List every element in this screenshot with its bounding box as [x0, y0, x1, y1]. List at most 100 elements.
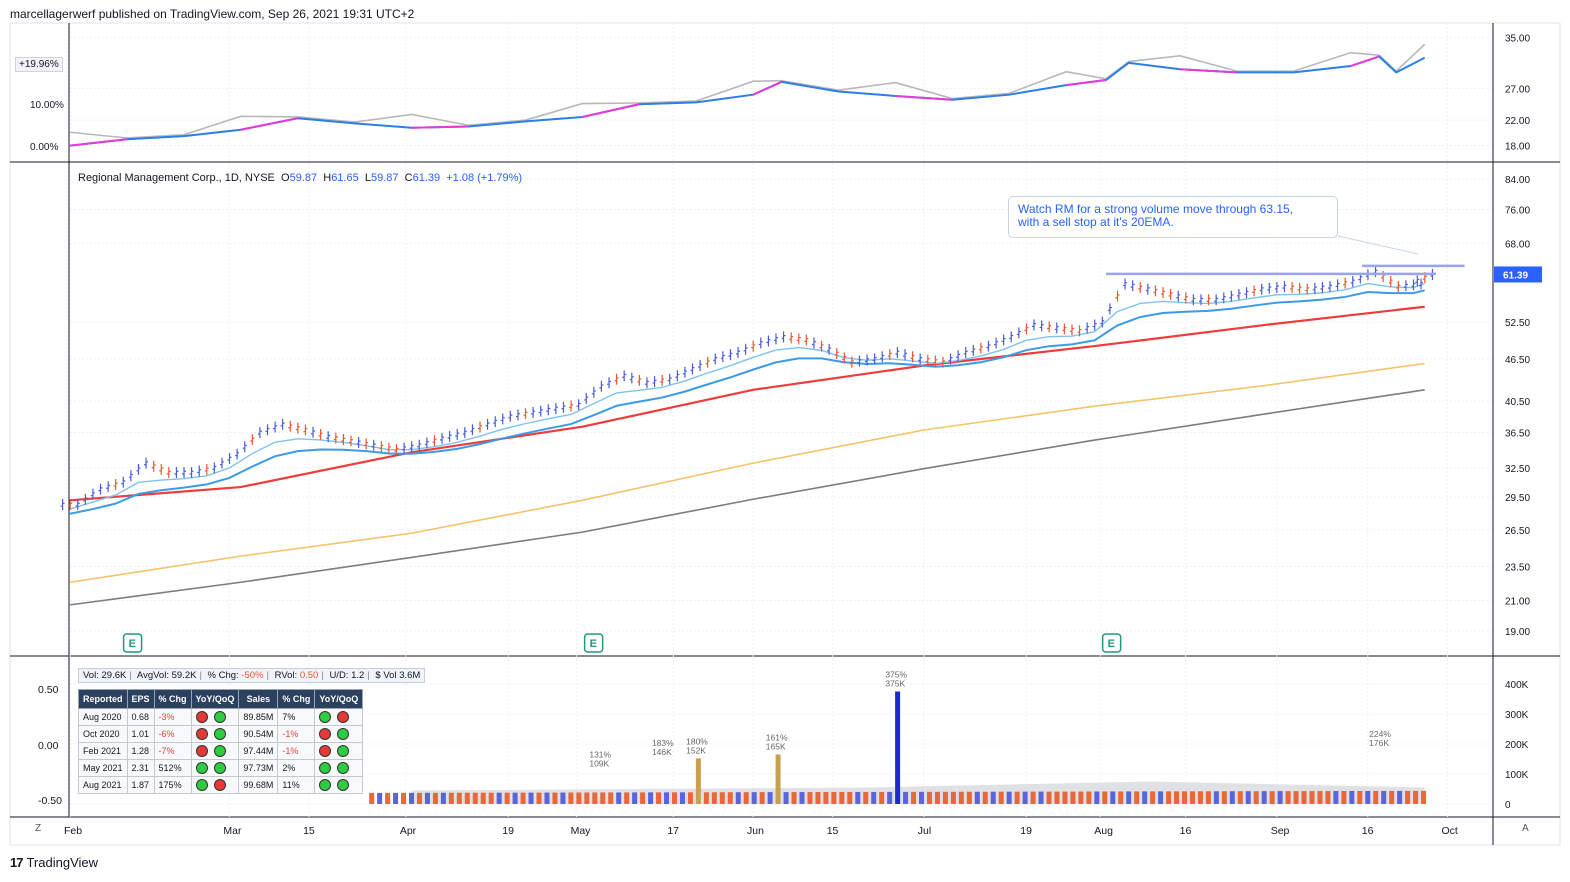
chart-annotation[interactable]: Watch RM for a strong volume move throug…	[1008, 196, 1338, 238]
price-bar	[174, 467, 179, 479]
volume-bar	[1365, 790, 1371, 804]
volume-pct-label: 224%	[1369, 729, 1391, 739]
cell-sales: 89.85M	[238, 708, 279, 726]
chg-value: -50%	[241, 670, 264, 681]
price-bar	[341, 434, 346, 446]
low-label: L	[364, 172, 371, 184]
volume-bar	[632, 792, 638, 804]
earnings-row: Oct 2020 1.01 -6% 90.54M -1%	[78, 725, 364, 743]
earnings-table: Reported EPS % Chg YoY/QoQ Sales % Chg Y…	[78, 689, 364, 794]
volume-bar	[1405, 790, 1411, 804]
price-tick-label: 52.50	[1505, 318, 1530, 329]
volume-bar	[911, 791, 917, 804]
price-tick-label: 21.00	[1505, 597, 1530, 608]
high-value: 61.65	[331, 172, 359, 184]
price-bar	[1327, 281, 1332, 293]
x-tick-label: May	[571, 825, 592, 837]
zoom-z-button[interactable]: Z	[35, 823, 42, 834]
price-bar	[364, 438, 369, 450]
price-bar	[1199, 294, 1204, 306]
cell-sales-chg: 7%	[277, 708, 316, 726]
price-bar	[348, 435, 353, 447]
price-bar	[1031, 319, 1036, 331]
volume-bar	[544, 792, 550, 804]
price-bar	[106, 481, 111, 493]
price-bar	[629, 372, 634, 384]
volume-bar	[464, 792, 470, 804]
cell-eps: 1.87	[126, 776, 155, 794]
x-tick-label: 17	[667, 825, 679, 837]
volume-tick-label: 300K	[1505, 710, 1529, 721]
volume-bar	[687, 792, 693, 804]
x-tick-label: 15	[827, 825, 839, 837]
price-bar	[242, 441, 247, 453]
volume-bar	[393, 792, 399, 804]
price-bar	[1016, 327, 1021, 339]
price-bar	[1183, 292, 1188, 304]
price-bar	[386, 442, 391, 454]
price-bar	[918, 353, 923, 365]
x-tick-label: Jul	[918, 825, 931, 837]
ema-mid-line	[69, 289, 1425, 515]
volume-bar	[1038, 791, 1044, 804]
volume-tick-label: 0	[1505, 800, 1511, 811]
volume-bar	[727, 792, 733, 804]
volume-bar	[512, 792, 518, 804]
price-bar	[144, 457, 149, 469]
price-tick-label: 76.00	[1505, 206, 1530, 217]
cell-sales: 97.73M	[238, 759, 279, 777]
price-bar	[1069, 324, 1074, 336]
price-bar	[227, 453, 232, 465]
price-bar	[978, 342, 983, 354]
volume-bar	[1293, 791, 1299, 804]
volume-bar	[982, 791, 988, 804]
volume-bar	[926, 791, 932, 804]
tradingview-logo[interactable]: 17 TradingView	[10, 855, 98, 870]
cell-eps-chg: 175%	[153, 776, 192, 794]
col-sales: Sales	[238, 689, 279, 709]
auto-scale-a-button[interactable]: A	[1522, 823, 1529, 834]
volume-value-label: 152K	[686, 745, 706, 755]
price-bar	[1138, 281, 1143, 293]
price-bar	[1419, 278, 1424, 290]
volume-value-label: 176K	[1369, 738, 1389, 748]
volume-bar	[1150, 791, 1156, 804]
price-bar	[424, 437, 429, 449]
price-bar	[644, 377, 649, 389]
price-bar	[1062, 323, 1067, 335]
price-bar	[204, 463, 209, 475]
volume-bar	[600, 792, 606, 804]
volume-bar	[1118, 791, 1124, 804]
price-bar	[1403, 280, 1408, 292]
volume-bar	[966, 791, 972, 804]
volume-bar	[1253, 791, 1259, 804]
volume-bar	[1166, 791, 1172, 804]
price-bar	[622, 370, 627, 382]
earnings-icon	[1101, 633, 1122, 653]
volume-bar	[950, 791, 956, 804]
price-bar	[1221, 292, 1226, 304]
earnings-row: Aug 2021 1.87 175% 99.68M 11%	[78, 776, 364, 794]
price-bar	[1206, 294, 1211, 306]
volume-bar	[1110, 791, 1116, 804]
volume-bar	[679, 792, 685, 804]
price-bar	[675, 370, 680, 382]
col-eps-yoy: YoY/QoQ	[190, 689, 240, 709]
rs-line-segment	[411, 125, 469, 129]
price-bar	[1123, 278, 1128, 290]
price-bar	[371, 439, 376, 451]
price-bar	[493, 416, 498, 428]
volume-bar	[1317, 791, 1323, 804]
price-bar	[758, 337, 763, 349]
price-bar	[318, 429, 323, 440]
earnings-icon	[122, 633, 143, 653]
price-bar	[136, 463, 141, 475]
cell-reported: Aug 2020	[78, 708, 128, 726]
cell-eps: 0.68	[126, 708, 155, 726]
rs-benchmark-line	[69, 43, 1426, 139]
red-dot-icon	[195, 728, 208, 740]
col-reported: Reported	[78, 689, 128, 709]
cell-reported: May 2021	[78, 759, 128, 777]
volume-bar	[974, 791, 980, 804]
